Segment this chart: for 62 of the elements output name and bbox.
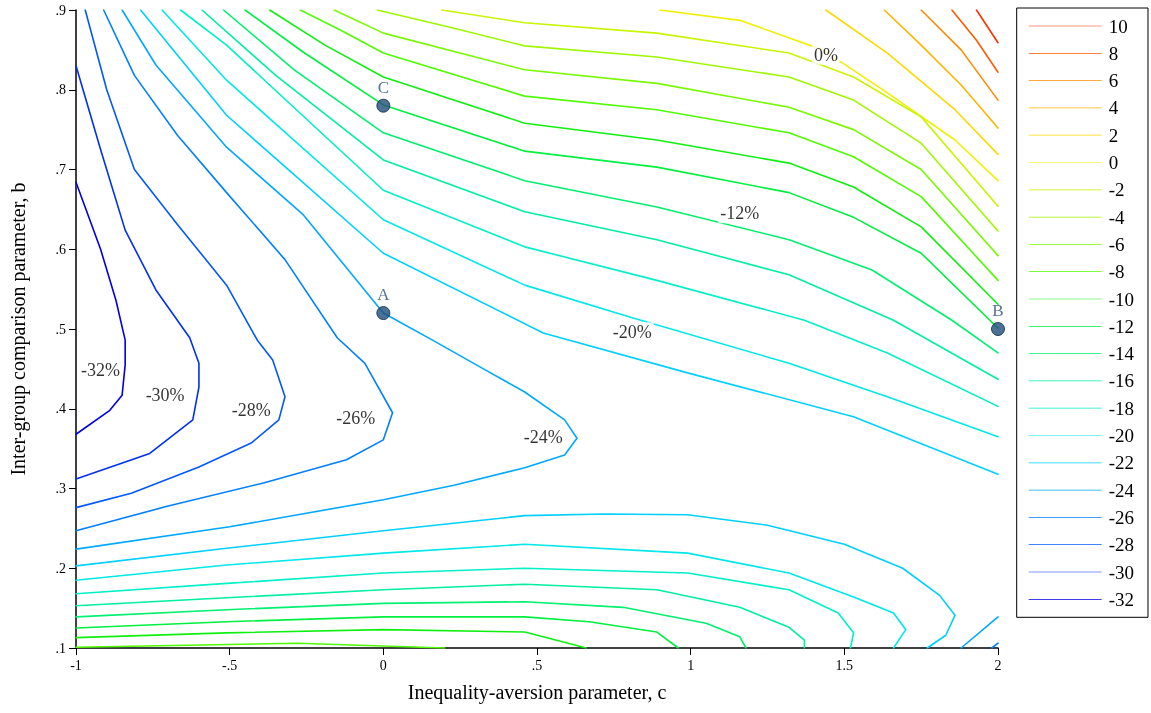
legend-label: -18 <box>1108 397 1134 419</box>
point <box>376 306 391 321</box>
legend-label: -4 <box>1108 206 1125 228</box>
annotation: -30% <box>145 385 185 406</box>
y-tick-label: .3 <box>55 481 66 496</box>
line-series <box>75 181 126 436</box>
y-tick-label: .9 <box>55 2 66 18</box>
x-tick-label: 1.5 <box>835 657 854 673</box>
legend-label: -6 <box>1108 233 1125 255</box>
y-tick-label: .8 <box>55 82 66 98</box>
annotation: -12% <box>720 203 760 224</box>
legend-label: -22 <box>1108 452 1134 474</box>
legend-label: -20 <box>1108 425 1134 446</box>
y-axis-title: Inter-group comparison parameter, b <box>7 182 30 476</box>
line-series <box>333 9 999 257</box>
legend-label: 6 <box>1108 70 1119 92</box>
y-tick-label: .4 <box>55 401 66 417</box>
annotation: -32% <box>81 359 121 380</box>
y-tick-label: .7 <box>55 162 66 177</box>
legend-label: -24 <box>1108 479 1135 501</box>
legend-label: -26 <box>1108 506 1134 528</box>
x-tick-label: -.5 <box>222 657 238 673</box>
legend-label: -30 <box>1108 561 1134 583</box>
legend-label: -14 <box>1108 343 1135 365</box>
y-tick-label: .1 <box>55 640 66 656</box>
annotation: -24% <box>523 426 563 447</box>
line-series <box>376 9 999 232</box>
line-series <box>659 9 999 182</box>
point <box>376 98 391 113</box>
annotation: -26% <box>336 408 376 429</box>
legend-label: 0 <box>1108 152 1119 173</box>
legend-label: -16 <box>1108 370 1134 392</box>
line-series <box>75 65 200 480</box>
annotation: -28% <box>231 400 271 421</box>
point <box>991 322 1005 336</box>
legend-label: -12 <box>1108 315 1134 337</box>
line-series <box>440 9 999 207</box>
legend-label: 8 <box>1108 42 1119 64</box>
x-tick-label: 1 <box>687 657 695 673</box>
x-tick-label: -1 <box>70 657 82 673</box>
x-tick-label: 0 <box>379 657 387 673</box>
data-label: B <box>992 301 1004 320</box>
y-tick-label: .5 <box>55 321 66 337</box>
annotation: 0% <box>813 44 838 65</box>
legend-label: -28 <box>1108 534 1134 556</box>
data-label: C <box>377 77 390 97</box>
legend-label: -8 <box>1108 261 1125 283</box>
y-tick-label: .6 <box>55 241 66 257</box>
x-tick-label: .5 <box>531 657 543 673</box>
legend-label: -32 <box>1108 588 1134 610</box>
x-axis-title: Inequality-aversion parameter, c <box>407 681 667 704</box>
legend-label: 2 <box>1108 124 1119 146</box>
y-tick-label: .2 <box>55 560 66 576</box>
legend-label: -2 <box>1108 179 1125 201</box>
x-tick-label: 2 <box>994 657 1002 673</box>
line-series <box>883 9 999 129</box>
legend-label: 4 <box>1108 97 1119 119</box>
annotation: -20% <box>612 322 652 343</box>
legend-label: -10 <box>1108 288 1134 310</box>
legend-label: 10 <box>1108 15 1128 37</box>
line-series <box>75 9 286 509</box>
data-label: A <box>377 285 391 305</box>
